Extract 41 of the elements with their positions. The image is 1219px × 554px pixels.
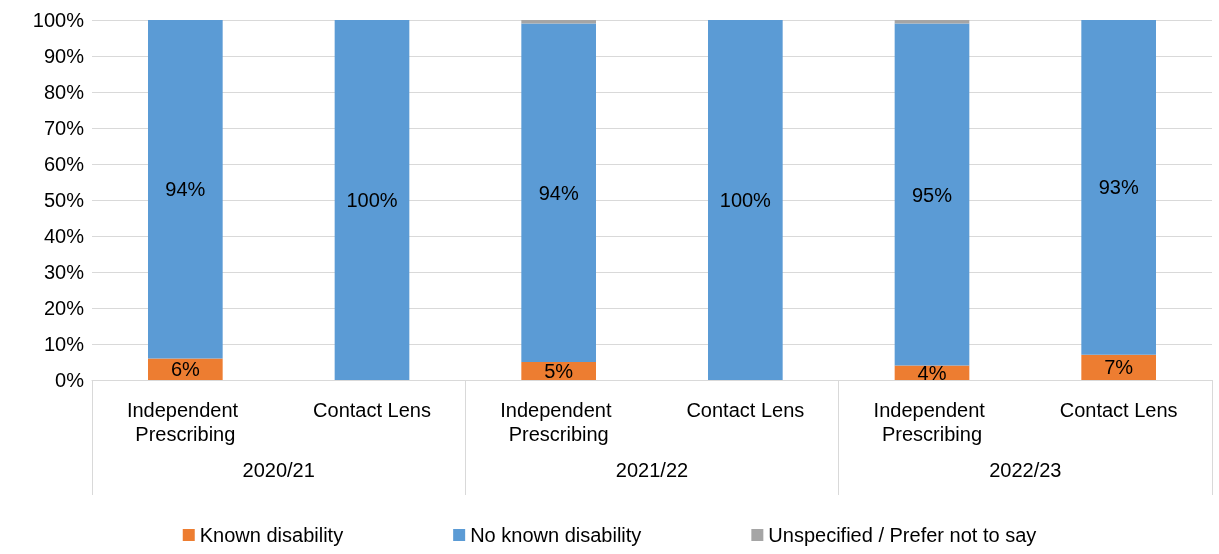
legend-label: Unspecified / Prefer not to say	[768, 524, 1037, 546]
bar	[894, 20, 970, 24]
y-tick-label: 100%	[32, 9, 85, 31]
data-label: 95%	[911, 183, 953, 206]
y-tick-label: 10%	[43, 333, 85, 355]
data-label: 100%	[719, 189, 772, 211]
y-tick-label: 0%	[55, 369, 85, 391]
text: 2020/21	[242, 459, 315, 481]
bar	[521, 20, 596, 24]
y-tick-label: 70%	[43, 117, 85, 139]
y-tick-label: 30%	[43, 261, 85, 283]
bar	[1081, 20, 1156, 355]
x-tick-label: Contact Lens	[313, 399, 431, 421]
x-tick-label: Independent Prescribing	[500, 399, 618, 445]
x-tick-label: Contact Lens	[686, 399, 805, 421]
data-label: 93%	[1098, 176, 1139, 199]
text: 2022/23	[989, 459, 1062, 481]
x-tick-label: Independent Prescribing	[126, 399, 244, 445]
data-label: 94%	[165, 178, 206, 201]
legend-label: No known disability	[470, 524, 642, 546]
x-tick-label: Contact Lens	[1059, 399, 1178, 421]
bar	[894, 23, 970, 366]
x-tick-label: Independent Prescribing	[873, 399, 991, 445]
data-label: 5%	[544, 360, 574, 382]
bar	[148, 20, 223, 359]
y-tick-label: 60%	[43, 153, 85, 175]
y-tick-label: 50%	[43, 189, 85, 211]
data-label: 4%	[917, 361, 947, 384]
y-tick-label: 90%	[43, 45, 85, 67]
y-tick-label: 20%	[43, 297, 85, 319]
y-tick-label: 40%	[43, 225, 85, 247]
data-label: 100%	[346, 189, 398, 211]
bar	[521, 23, 596, 362]
text: 2021/22	[615, 459, 689, 481]
bar	[334, 20, 410, 380]
data-label: 94%	[538, 181, 579, 204]
data-label: 7%	[1104, 356, 1134, 379]
bar	[708, 20, 783, 380]
legend-label: Known disability	[199, 524, 344, 546]
y-tick-label: 80%	[43, 81, 85, 103]
data-label: 6%	[170, 358, 200, 381]
